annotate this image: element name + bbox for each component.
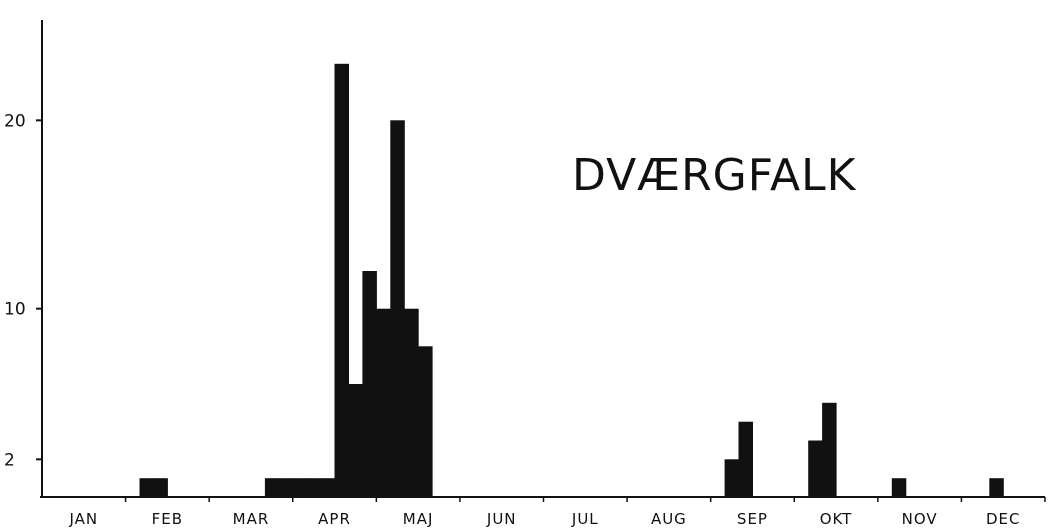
y-ticks: 2 10 20 bbox=[4, 111, 42, 470]
x-tick-label-maj: MAJ bbox=[403, 510, 434, 528]
bar-mar-5 bbox=[278, 478, 294, 497]
x-tick-label-sep: SEP bbox=[737, 510, 768, 528]
month-labels: JAN FEB MAR APR MAJ JUN JUL AUG SEP OKT NOV DEC bbox=[68, 497, 1046, 528]
x-tick-label-jul: JUL bbox=[571, 510, 599, 528]
y-tick-label-10: 10 bbox=[4, 300, 26, 320]
x-tick-label-feb: FEB bbox=[152, 510, 183, 528]
bar-maj-3 bbox=[418, 346, 433, 497]
x-tick-label-jun: JUN bbox=[486, 510, 517, 528]
x-tick-label-jan: JAN bbox=[68, 510, 98, 528]
bar-maj-0 bbox=[376, 308, 391, 497]
bar-maj-2 bbox=[404, 308, 419, 497]
x-tick-label-mar: MAR bbox=[233, 510, 270, 528]
bars bbox=[139, 63, 1004, 498]
x-tick-label-aug: AUG bbox=[651, 510, 687, 528]
axes bbox=[40, 20, 1045, 498]
y-tick-label-20: 20 bbox=[4, 111, 26, 131]
chart-title: DVÆRGFALK bbox=[572, 150, 857, 201]
x-tick-label-dec: DEC bbox=[986, 510, 1021, 528]
bar-feb-1 bbox=[139, 478, 154, 497]
bar-nov-1 bbox=[891, 478, 907, 497]
bar-apr-0 bbox=[292, 478, 308, 497]
bar-apr-2 bbox=[320, 478, 336, 497]
bar-maj-1 bbox=[390, 120, 405, 498]
bar-apr-5 bbox=[362, 271, 377, 497]
bar-feb-2 bbox=[153, 478, 168, 497]
bar-apr-4 bbox=[348, 384, 363, 497]
bar-apr-3 bbox=[334, 63, 349, 498]
x-tick-label-apr: APR bbox=[318, 510, 351, 528]
y-tick-label-2: 2 bbox=[4, 450, 15, 470]
x-tick-label-nov: NOV bbox=[902, 510, 938, 528]
bar-apr-1 bbox=[306, 478, 322, 497]
x-tick-label-okt: OKT bbox=[820, 510, 853, 528]
bar-okt-1 bbox=[808, 440, 823, 497]
bar-okt-2 bbox=[822, 402, 837, 497]
bar-mar-4 bbox=[264, 478, 280, 497]
bar-sep-2 bbox=[738, 421, 753, 497]
bar-dec-2 bbox=[989, 478, 1004, 497]
bar-sep-1 bbox=[724, 459, 740, 497]
